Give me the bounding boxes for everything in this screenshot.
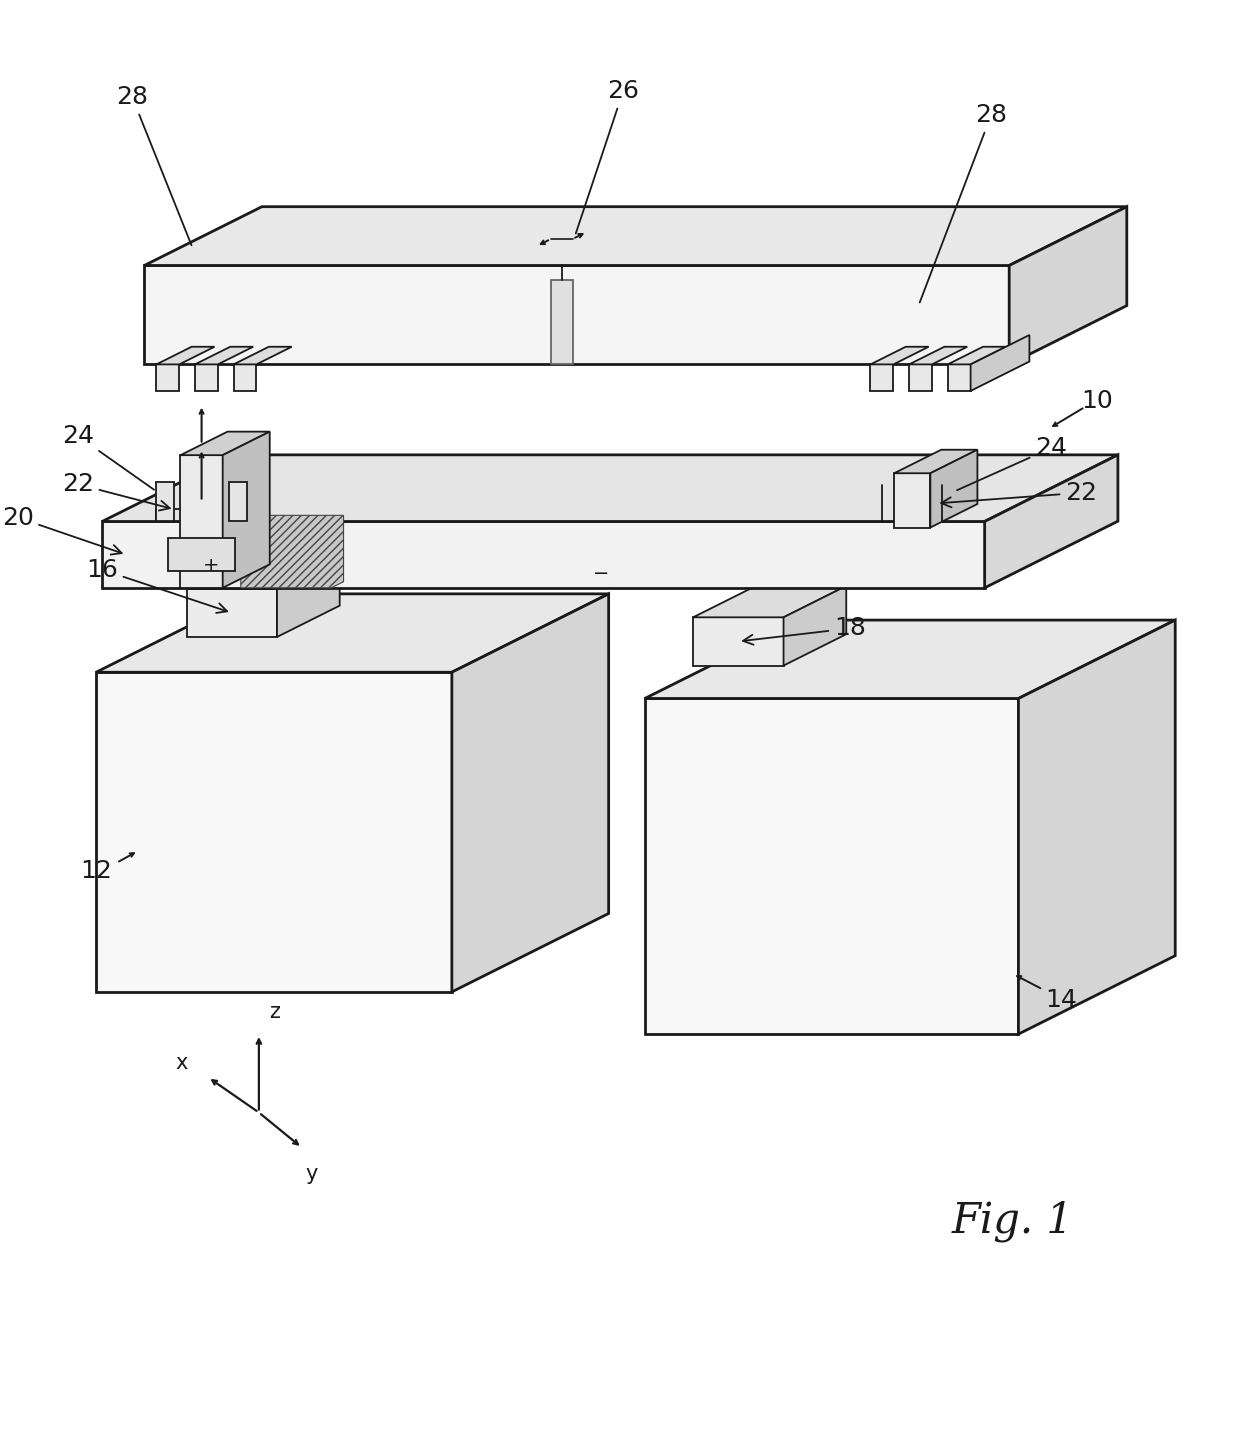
Text: 24: 24 [957,437,1066,490]
Text: y: y [305,1164,317,1185]
Text: −: − [593,563,609,582]
Polygon shape [186,589,277,637]
Text: 14: 14 [1045,989,1076,1013]
Polygon shape [169,537,234,571]
Polygon shape [241,516,343,588]
Text: 12: 12 [81,859,112,883]
Text: 26: 26 [575,79,639,233]
Polygon shape [693,586,846,617]
Polygon shape [156,481,175,522]
Polygon shape [233,347,291,365]
Text: 16: 16 [86,558,227,612]
Polygon shape [102,522,985,588]
Polygon shape [693,617,784,666]
Text: +: + [202,556,219,575]
Text: 24: 24 [62,424,154,490]
Text: 10: 10 [1081,389,1114,414]
Polygon shape [223,432,270,588]
Polygon shape [985,455,1118,588]
Text: 28: 28 [920,104,1007,303]
Polygon shape [233,365,257,391]
Polygon shape [195,365,218,391]
Text: 22: 22 [941,481,1097,507]
Text: z: z [269,1003,280,1022]
Polygon shape [909,347,967,365]
Polygon shape [95,594,609,673]
Polygon shape [181,455,223,588]
Polygon shape [947,365,971,391]
Text: Fig. 1: Fig. 1 [952,1200,1074,1242]
Polygon shape [894,450,977,473]
Polygon shape [1009,206,1127,365]
Polygon shape [870,347,929,365]
Polygon shape [645,699,1018,1035]
Text: 28: 28 [117,85,191,245]
Polygon shape [645,620,1176,699]
Polygon shape [186,558,340,589]
Polygon shape [930,450,977,527]
Text: x: x [175,1053,187,1072]
Polygon shape [144,265,1009,365]
Polygon shape [784,586,846,666]
Polygon shape [102,455,1118,522]
Polygon shape [909,365,932,391]
Polygon shape [156,510,247,522]
Polygon shape [1018,620,1176,1035]
Text: 22: 22 [62,473,170,510]
Polygon shape [947,347,1006,365]
Text: 20: 20 [1,506,122,555]
Polygon shape [870,365,893,391]
Polygon shape [156,365,180,391]
Polygon shape [95,673,451,991]
Polygon shape [181,432,270,455]
Polygon shape [144,206,1127,265]
Polygon shape [451,594,609,991]
Polygon shape [277,558,340,637]
Polygon shape [156,347,215,365]
Polygon shape [195,347,253,365]
Polygon shape [894,473,930,527]
Text: 18: 18 [743,617,866,644]
Polygon shape [551,281,573,365]
Polygon shape [228,481,247,522]
Polygon shape [971,334,1029,391]
